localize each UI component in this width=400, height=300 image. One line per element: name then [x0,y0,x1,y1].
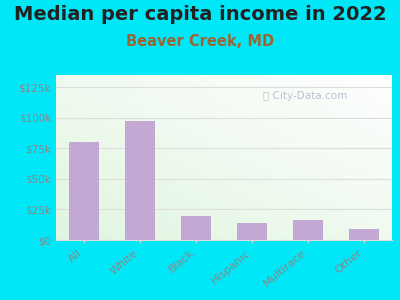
Bar [294,220,322,240]
Text: Beaver Creek, MD: Beaver Creek, MD [126,34,274,50]
Bar [70,142,98,240]
Bar [182,216,210,240]
Bar [350,229,378,240]
Bar [238,223,266,240]
Text: ⓘ City-Data.com: ⓘ City-Data.com [262,92,347,101]
Bar [126,122,154,240]
Text: Median per capita income in 2022: Median per capita income in 2022 [14,4,386,23]
